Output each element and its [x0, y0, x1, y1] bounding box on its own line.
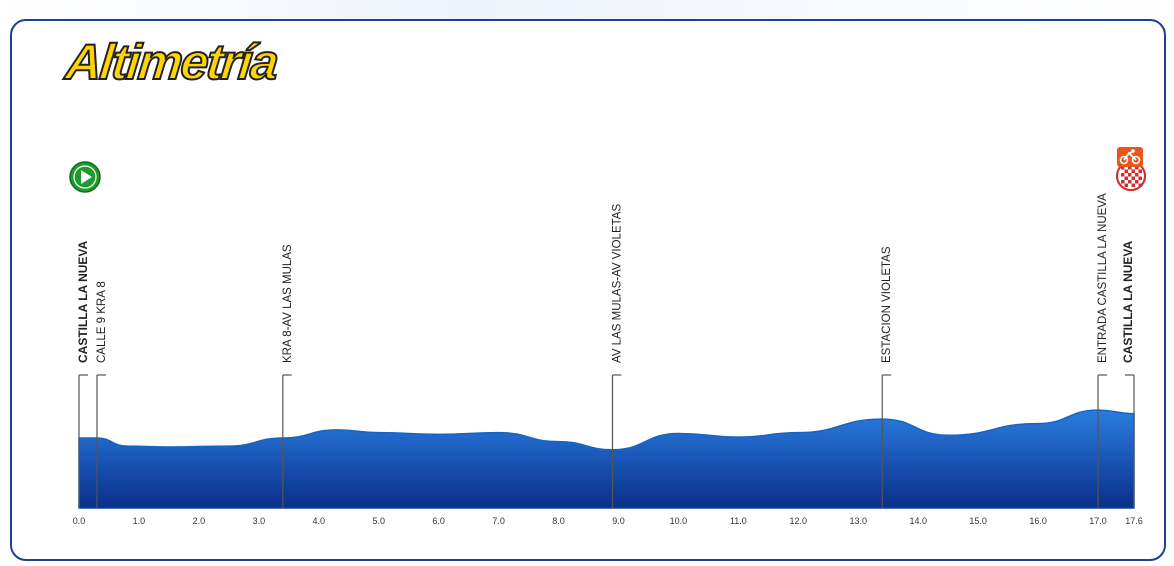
waypoint-marker [282, 374, 292, 508]
waypoint-label: KRA 8-AV LAS MULAS [282, 244, 294, 363]
x-tick-label: 3.0 [253, 516, 266, 526]
waypoint-marker [611, 374, 622, 508]
x-tick-label: 8.0 [552, 516, 565, 526]
waypoint-marker [96, 374, 106, 508]
x-tick-label: 6.0 [432, 516, 445, 526]
x-tick-label: 17.0 [1089, 516, 1107, 526]
x-tick-label: 2.0 [193, 516, 206, 526]
x-tick-label: 16.0 [1029, 516, 1047, 526]
waypoint-label: AV LAS MULAS-AV VIOLETAS [611, 204, 623, 363]
waypoint-label: CASTILLA LA NUEVA [76, 240, 90, 363]
finish-flag-icon [1116, 161, 1146, 191]
header-band [0, 0, 1174, 22]
elevation-profile-area [78, 409, 1135, 509]
waypoint-label: ENTRADA CASTILLA LA NUEVA [1097, 193, 1109, 363]
x-tick-label: 0.0 [73, 516, 86, 526]
cycling-icon [1117, 147, 1143, 167]
waypoint-marker [881, 374, 892, 508]
waypoint-marker [1097, 374, 1108, 508]
x-tick-label: 4.0 [313, 516, 326, 526]
x-tick-label: 10.0 [670, 516, 688, 526]
waypoint-label: ESTACION VIOLETAS [881, 246, 893, 363]
x-tick-label: 11.0 [730, 516, 747, 526]
x-tick-label: 17.6 [1125, 516, 1143, 526]
waypoint-label: CALLE 9 KRA 8 [96, 281, 108, 363]
x-tick-label: 1.0 [133, 516, 146, 526]
x-tick-label: 12.0 [790, 516, 808, 526]
waypoint-marker [78, 374, 88, 508]
x-tick-label: 14.0 [909, 516, 927, 526]
x-tick-label: 9.0 [612, 516, 625, 526]
x-tick-label: 13.0 [849, 516, 867, 526]
x-tick-label: 5.0 [372, 516, 385, 526]
waypoint-marker [1125, 374, 1135, 508]
x-tick-label: 15.0 [969, 516, 987, 526]
x-tick-label: 7.0 [492, 516, 505, 526]
waypoint-label: CASTILLA LA NUEVA [1121, 240, 1135, 363]
start-icon [69, 161, 101, 193]
